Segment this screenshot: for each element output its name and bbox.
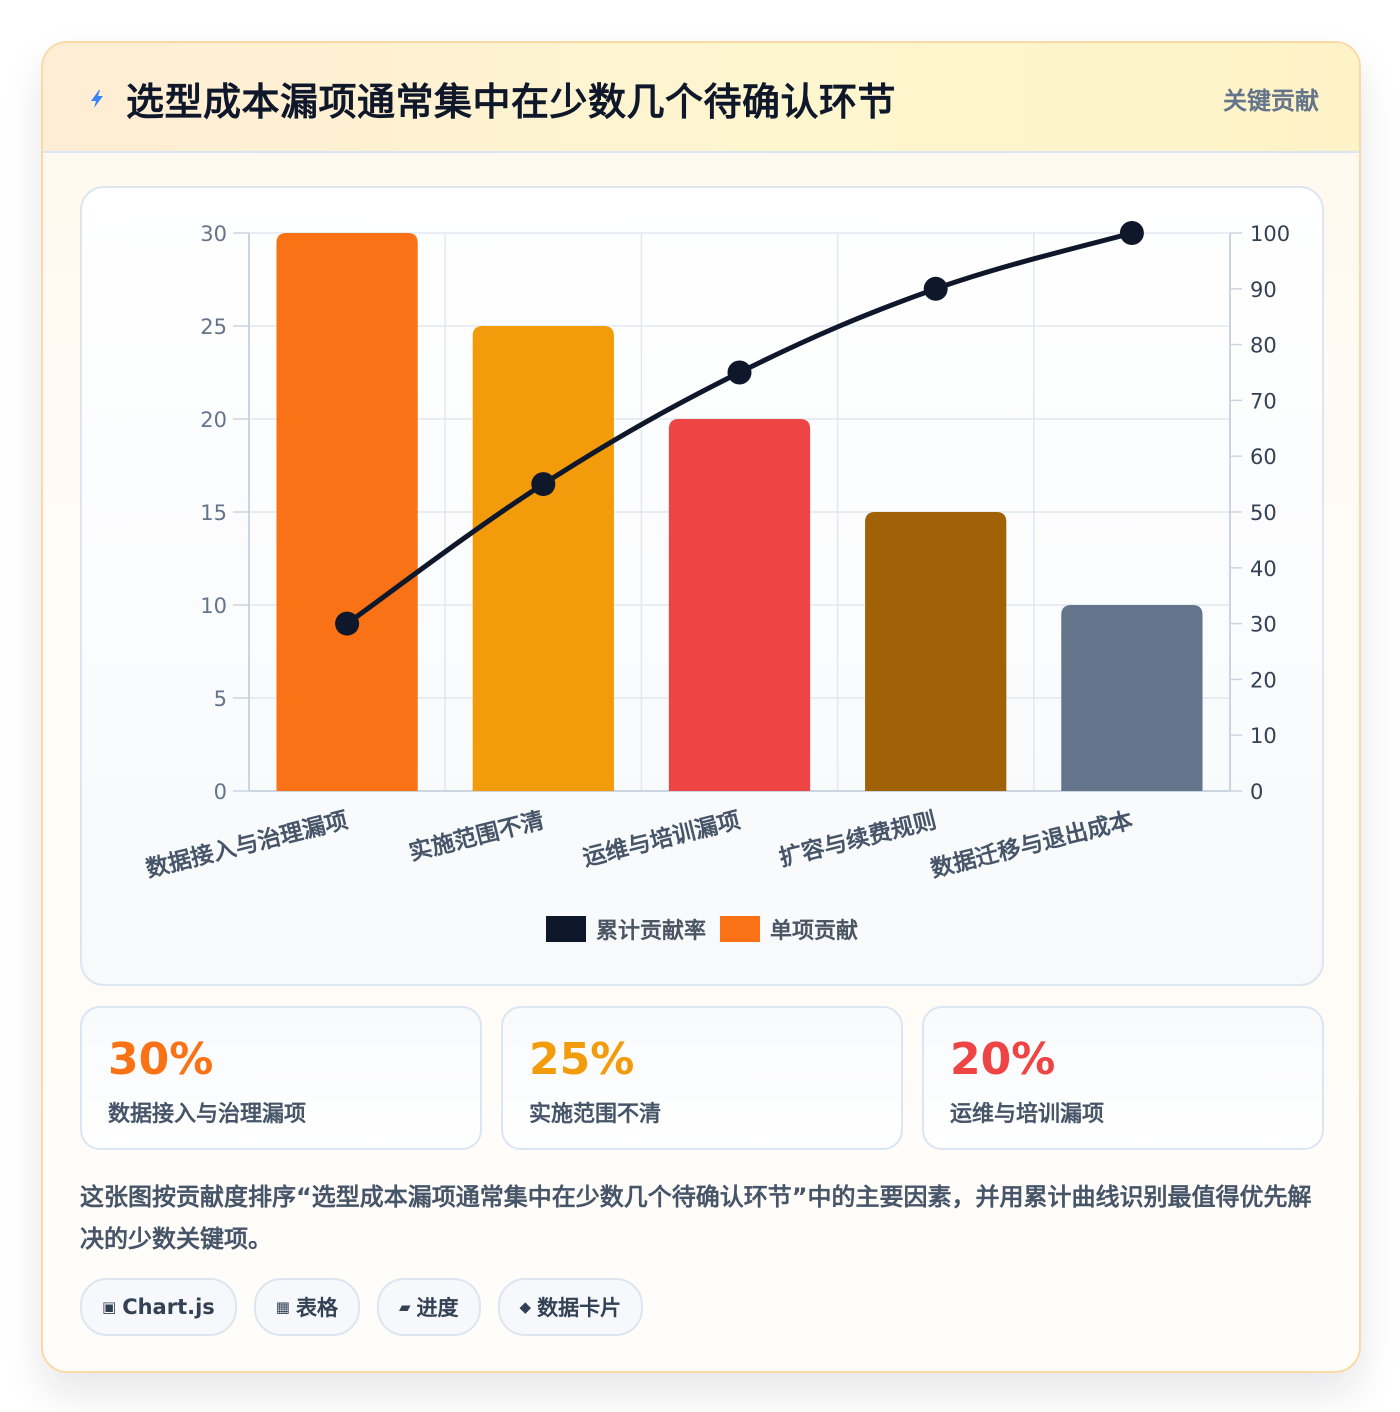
line-point — [531, 472, 556, 497]
bar — [276, 233, 418, 791]
right-tick-label: 70 — [1250, 389, 1277, 413]
legend-item-single[interactable]: 单项贡献 — [720, 913, 858, 945]
right-tick-label: 40 — [1250, 557, 1277, 581]
tag-list: ▣ Chart.js ▦ 表格 ▰ 进度 ◆ 数据卡片 — [80, 1278, 644, 1336]
right-tick-label: 50 — [1250, 501, 1277, 525]
left-tick-label: 0 — [214, 780, 227, 804]
stat-label: 运维与培训漏项 — [950, 1102, 1105, 1127]
stat-card: 20% 运维与培训漏项 — [922, 1006, 1324, 1150]
bar — [865, 512, 1007, 791]
diamond-icon: ◆ — [519, 1298, 532, 1316]
left-tick-label: 20 — [200, 408, 227, 432]
tag-progress[interactable]: ▰ 进度 — [376, 1278, 481, 1336]
legend-swatch-single — [720, 916, 760, 942]
tag-chartjs[interactable]: ▣ Chart.js — [80, 1278, 237, 1336]
left-tick-label: 15 — [200, 501, 227, 525]
tag-label: 数据卡片 — [537, 1296, 622, 1320]
tag-data-card[interactable]: ◆ 数据卡片 — [497, 1278, 644, 1336]
chart-panel: 0 5 10 15 20 25 30 0 10 20 30 40 50 60 70 80 90 100 数据接入与治… — [80, 186, 1324, 986]
line-point — [923, 276, 948, 301]
tag-label: 表格 — [295, 1296, 338, 1320]
tag-table[interactable]: ▦ 表格 — [253, 1278, 360, 1336]
left-tick-label: 5 — [214, 687, 227, 711]
page-title: 选型成本漏项通常集中在少数几个待确认环节 — [126, 80, 897, 124]
left-tick-label: 30 — [200, 222, 227, 246]
stat-value: 30% — [108, 1034, 214, 1085]
line-point — [727, 360, 752, 385]
right-tick-label: 100 — [1250, 222, 1290, 246]
header-badge: 关键贡献 — [1223, 87, 1319, 115]
category-label: 数据接入与治理漏项 — [143, 807, 350, 883]
left-tick-label: 10 — [200, 594, 227, 618]
bar — [472, 326, 614, 791]
pareto-chart: 0 5 10 15 20 25 30 0 10 20 30 40 50 60 70 80 90 100 数据接入与治… — [143, 221, 1290, 883]
chart-icon: ▣ — [102, 1298, 117, 1316]
progress-icon: ▰ — [398, 1298, 411, 1316]
legend-item-cumulative[interactable]: 累计贡献率 — [545, 913, 706, 945]
bar — [668, 419, 811, 791]
right-tick-label: 80 — [1250, 334, 1277, 358]
line-point — [335, 611, 360, 636]
stat-card: 30% 数据接入与治理漏项 — [80, 1006, 482, 1150]
category-label: 运维与培训漏项 — [580, 807, 743, 872]
right-tick-label: 0 — [1250, 780, 1263, 804]
line-point — [1119, 221, 1144, 245]
stat-label: 数据接入与治理漏项 — [108, 1102, 307, 1127]
right-tick-label: 60 — [1250, 445, 1277, 469]
bar-series — [276, 233, 1203, 791]
chart-description: 这张图按贡献度排序“选型成本漏项通常集中在少数几个待确认环节”中的主要因素，并用… — [80, 1183, 1312, 1253]
category-label: 实施范围不清 — [406, 807, 546, 867]
right-tick-label: 20 — [1250, 668, 1277, 692]
pareto-card: 选型成本漏项通常集中在少数几个待确认环节 关键贡献 0 5 10 15 20 25 30 0 1… — [41, 41, 1361, 1373]
left-tick-label: 25 — [200, 315, 227, 339]
category-label: 数据迁移与退出成本 — [928, 808, 1135, 883]
tag-label: Chart.js — [122, 1295, 215, 1319]
stat-card: 25% 实施范围不清 — [501, 1006, 903, 1150]
right-tick-label: 30 — [1250, 613, 1277, 637]
stat-label: 实施范围不清 — [529, 1102, 662, 1127]
stat-value: 20% — [950, 1034, 1056, 1085]
table-icon: ▦ — [275, 1298, 290, 1316]
chart-legend: 累计贡献率 单项贡献 — [82, 913, 1322, 945]
category-label: 扩容与续费规则 — [776, 807, 939, 872]
stat-value: 25% — [529, 1034, 635, 1085]
bar — [1061, 605, 1203, 791]
legend-swatch-cumulative — [545, 916, 586, 942]
lightning-icon — [91, 90, 103, 108]
tag-label: 进度 — [416, 1296, 459, 1320]
legend-label: 累计贡献率 — [595, 919, 706, 944]
right-tick-label: 10 — [1250, 724, 1277, 748]
card-header: 选型成本漏项通常集中在少数几个待确认环节 关键贡献 — [43, 43, 1359, 153]
right-tick-label: 90 — [1250, 278, 1277, 302]
cumulative-line-series — [335, 221, 1144, 636]
legend-label: 单项贡献 — [770, 919, 859, 944]
